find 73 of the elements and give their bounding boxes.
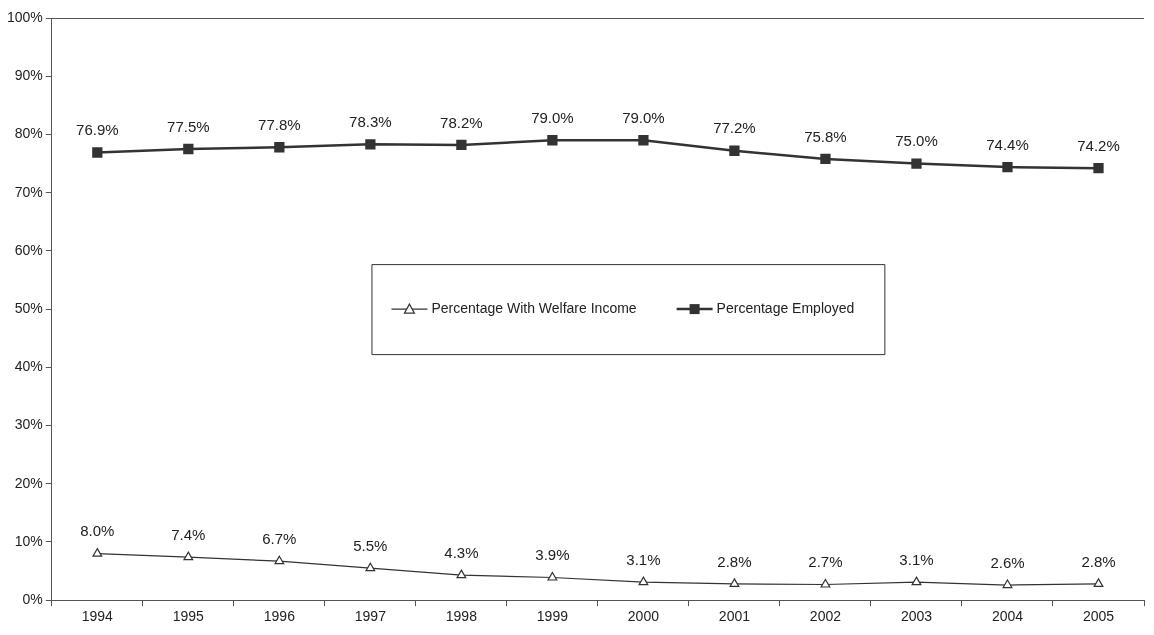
- y-tick-label: 100%: [6, 8, 43, 25]
- data-label: 2.8%: [1081, 552, 1116, 570]
- data-label: 5.5%: [353, 536, 388, 554]
- data-label: 7.4%: [171, 525, 206, 543]
- point: [638, 576, 649, 586]
- y-tick-label: 30%: [14, 416, 43, 433]
- data-label: 2.6%: [990, 553, 1025, 571]
- y-tick-label: 60%: [14, 241, 43, 258]
- data-label: 4.3%: [444, 543, 479, 561]
- point: [547, 571, 558, 581]
- x-tick-label: 2004: [991, 608, 1024, 625]
- y-tick-label: 0%: [22, 591, 43, 608]
- data-label: 2.8%: [717, 552, 752, 570]
- data-label: 3.1%: [626, 550, 661, 568]
- data-label: 77.8%: [258, 115, 301, 133]
- point: [1093, 163, 1104, 174]
- point: [820, 578, 831, 588]
- y-tick-label: 70%: [14, 183, 43, 200]
- y-tick-label: 10%: [14, 532, 43, 549]
- x-tick-label: 1995: [172, 608, 205, 625]
- data-label: 6.7%: [262, 529, 297, 547]
- legend-label: Percentage Employed: [716, 299, 855, 316]
- point: [1093, 578, 1104, 587]
- x-tick-label: 2005: [1082, 608, 1115, 625]
- data-label: 79.0%: [531, 108, 574, 126]
- point: [1002, 161, 1013, 173]
- point: [911, 576, 922, 586]
- x-tick-label: 1997: [354, 608, 387, 625]
- point: [183, 551, 194, 561]
- point: [1002, 579, 1013, 589]
- y-tick-label: 80%: [14, 125, 43, 142]
- data-label: 8.0%: [80, 522, 115, 540]
- data-label: 77.2%: [713, 119, 756, 137]
- data-label: 75.0%: [895, 132, 938, 150]
- x-tick-label: 1994: [81, 608, 114, 625]
- point: [729, 578, 740, 587]
- y-tick-label: 90%: [14, 67, 43, 84]
- data-label: 3.9%: [535, 546, 570, 564]
- point: [911, 158, 922, 169]
- point: [274, 142, 285, 153]
- data-label: 2.7%: [808, 553, 843, 571]
- point: [274, 555, 285, 565]
- y-tick-label: 20%: [14, 474, 43, 491]
- data-label: 79.0%: [622, 108, 665, 126]
- y-tick-label: 50%: [14, 299, 43, 316]
- point: [729, 145, 740, 156]
- point: [92, 548, 103, 557]
- x-tick-label: 2001: [718, 608, 751, 625]
- x-tick-label: 2000: [627, 608, 660, 625]
- x-tick-label: 1996: [263, 608, 296, 625]
- data-label: 77.5%: [167, 117, 210, 135]
- point: [456, 569, 467, 579]
- x-tick-label: 1999: [536, 608, 569, 625]
- x-tick-label: 2002: [809, 608, 842, 625]
- point: [183, 143, 194, 155]
- data-label: 74.4%: [986, 135, 1029, 153]
- y-tick-label: 40%: [14, 358, 43, 375]
- data-label: 78.3%: [349, 112, 392, 130]
- data-label: 75.8%: [804, 127, 847, 145]
- data-label: 3.1%: [899, 550, 934, 568]
- point: [820, 153, 831, 165]
- point: [92, 147, 103, 158]
- data-label: 74.2%: [1077, 136, 1120, 154]
- point: [638, 135, 649, 146]
- point: [547, 135, 558, 146]
- x-tick-label: 1998: [445, 608, 478, 625]
- point: [365, 139, 376, 150]
- data-label: 78.2%: [440, 113, 483, 131]
- data-label: 76.9%: [76, 121, 119, 139]
- x-tick-label: 2003: [900, 608, 933, 625]
- point: [365, 562, 376, 572]
- legend-label: Percentage With Welfare Income: [431, 299, 637, 316]
- point: [456, 139, 467, 151]
